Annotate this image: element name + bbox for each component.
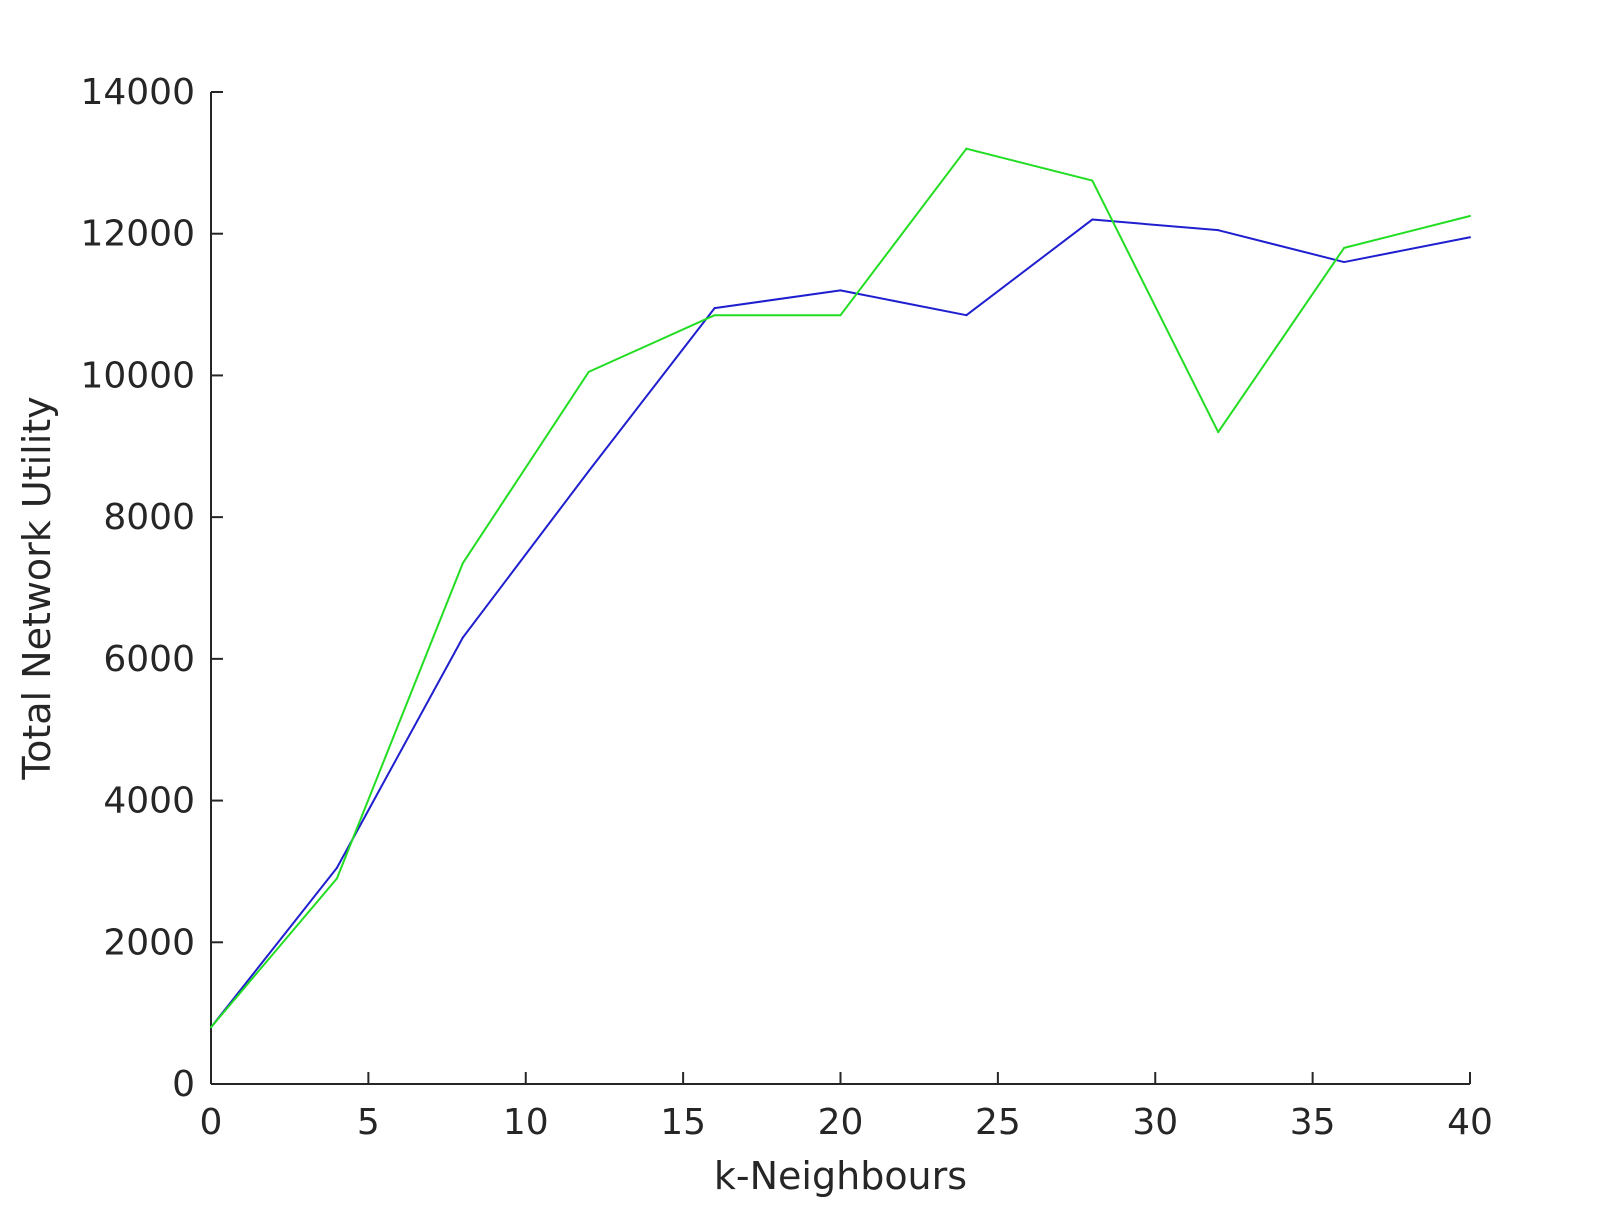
- series-1-point: [713, 307, 716, 310]
- x-tick-label: 10: [503, 1102, 549, 1143]
- series-1-point: [587, 470, 590, 473]
- series-2-point: [965, 147, 968, 150]
- y-tick-label: 6000: [103, 639, 195, 680]
- series-2-point: [1217, 431, 1220, 434]
- x-tick-label: 0: [200, 1102, 223, 1143]
- series-2-point: [1091, 179, 1094, 182]
- x-tick-label: 30: [1132, 1102, 1178, 1143]
- y-tick-label: 8000: [103, 497, 195, 538]
- x-axis-label: k-Neighbours: [714, 1154, 967, 1198]
- series-1-point: [461, 636, 464, 639]
- y-tick-label: 2000: [103, 922, 195, 963]
- series-2-point: [587, 370, 590, 373]
- y-tick-label: 14000: [80, 72, 195, 113]
- axes: 0 5 10 15 20 25 30 35 40 0 2000 4000 6000 8000 10000 12…: [80, 72, 1492, 1143]
- y-tick-label: 4000: [103, 781, 195, 822]
- x-tick-label: 5: [357, 1102, 380, 1143]
- series-1-point: [839, 289, 842, 292]
- x-tick-label: 20: [818, 1102, 864, 1143]
- x-tick-label: 25: [975, 1102, 1021, 1143]
- series-1-point: [1469, 236, 1471, 239]
- x-tick-label: 35: [1290, 1102, 1336, 1143]
- x-tick-label: 40: [1447, 1102, 1493, 1143]
- series-2-point: [1469, 215, 1471, 217]
- series-1-point: [1343, 261, 1346, 264]
- series-2-point: [210, 1026, 212, 1029]
- series-1-point: [965, 314, 968, 317]
- series-layer: [210, 147, 1471, 1029]
- y-tick-label: 0: [172, 1064, 195, 1105]
- series-line-2: [210, 147, 1471, 1028]
- series-2-point: [461, 562, 464, 565]
- series-1-point: [335, 866, 338, 869]
- y-axis-label: Total Network Utility: [15, 396, 59, 780]
- series-2-point: [335, 877, 338, 880]
- y-tick-label: 12000: [80, 214, 195, 255]
- series-2-point: [1343, 246, 1346, 249]
- series-2-point: [839, 314, 842, 317]
- series-1-point: [1217, 229, 1220, 232]
- y-tick-label: 10000: [80, 355, 195, 396]
- axis-labels: k-Neighbours Total Network Utility: [15, 396, 967, 1198]
- series-2-point: [713, 314, 716, 317]
- series-1-point: [1091, 218, 1094, 221]
- x-tick-label: 15: [660, 1102, 706, 1143]
